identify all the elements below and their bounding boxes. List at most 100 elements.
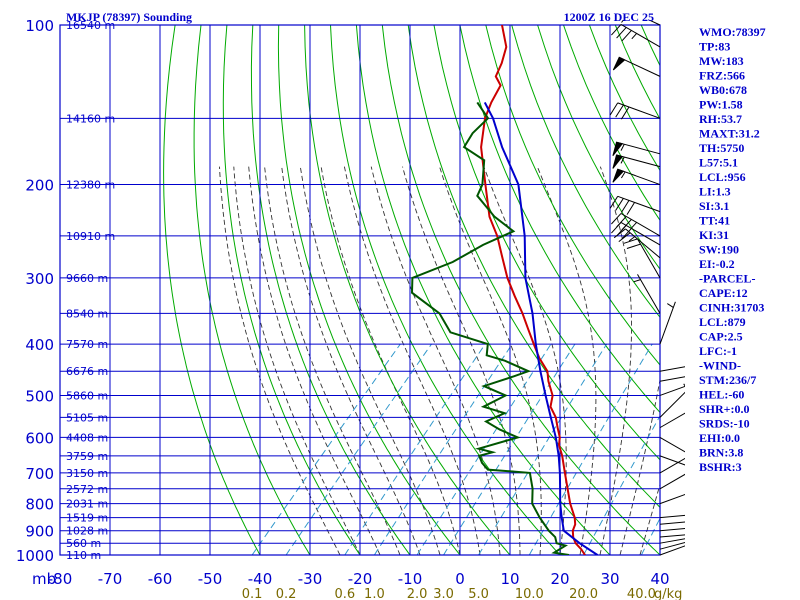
dry-adiabat: [485, 25, 660, 366]
stability-indices-panel: WMO:78397TP:83MW:183FRZ:566WB0:678PW:1.5…: [699, 25, 766, 474]
dry-adiabat: [511, 25, 660, 319]
index-item: CINH:31703: [699, 301, 764, 315]
wind-barb-full: [705, 506, 707, 520]
dry-adiabat: [355, 25, 611, 555]
height-label: 2031 m: [66, 498, 108, 511]
height-label: 14160 m: [66, 112, 115, 125]
wind-barb: [659, 385, 685, 396]
wind-barb-staff: [659, 473, 685, 490]
moist-adiabat: [248, 166, 381, 555]
wind-barb-full: [613, 228, 626, 239]
wind-barb-flag: [612, 141, 624, 157]
moist-adiabats: [219, 166, 660, 555]
temperature-tick-label: -30: [298, 570, 323, 588]
temperature-tick-label: -40: [248, 570, 273, 588]
wind-barb-staff: [617, 195, 661, 213]
index-item: MW:183: [699, 54, 744, 68]
wind-barb-full: [626, 243, 641, 249]
wind-barb: [659, 545, 685, 556]
wind-barb: [659, 457, 685, 474]
wind-barb-staff: [617, 168, 661, 186]
height-label: 5105 m: [66, 411, 108, 424]
dry-adiabat: [797, 25, 800, 566]
moist-adiabat: [402, 166, 521, 555]
wind-barb-full: [623, 238, 638, 244]
wind-barb-staff: [659, 455, 685, 466]
wind-barb-full: [621, 30, 632, 42]
dry-adiabats: [163, 25, 800, 566]
moist-adiabat: [299, 166, 441, 555]
wind-barb-half: [620, 143, 625, 151]
wind-barb-full: [611, 24, 622, 36]
index-item: BSHR:3: [699, 460, 742, 474]
wind-barb-staff: [659, 301, 676, 345]
wind-barb-staff: [618, 56, 661, 77]
index-item: KI:31: [699, 228, 729, 242]
moist-adiabat: [219, 166, 341, 555]
wind-barb: [612, 154, 661, 169]
dry-adiabat: [222, 25, 361, 555]
mixing-ratio-tick-label: 0.2: [276, 587, 297, 600]
temperature-tick-label: 0: [455, 570, 465, 588]
moist-adiabat: [343, 166, 481, 555]
height-label: 8540 m: [66, 307, 108, 320]
index-item: SRDS:-10: [699, 417, 750, 431]
dry-adiabat: [250, 25, 411, 555]
wind-barb-flag: [612, 168, 625, 183]
index-item: LI:1.3: [699, 185, 731, 199]
isobars: [59, 24, 661, 556]
wind-barb-staff: [659, 385, 685, 396]
wind-barb-half: [699, 520, 700, 527]
wind-barb: [659, 455, 685, 466]
wind-barb-half: [683, 383, 685, 387]
wind-barb-full: [705, 513, 707, 527]
index-item: BRN:3.8: [699, 446, 743, 460]
wind-barb: [612, 141, 661, 157]
wind-barb: [616, 20, 661, 26]
pressure-tick-label: 800: [25, 496, 54, 514]
wind-barb-staff: [616, 141, 661, 155]
mixing-ratio-tick-label: 1.0: [364, 587, 385, 600]
dry-adiabat: [304, 25, 511, 555]
wind-barb-full: [615, 198, 624, 211]
temperature-tick-label: -10: [398, 570, 423, 588]
wind-barb-full: [621, 228, 632, 240]
index-item: TH:5750: [699, 141, 744, 155]
temperature-tick-label: -20: [348, 570, 373, 588]
index-item: EI:-0.2: [699, 257, 735, 271]
plot-frame: [59, 24, 661, 556]
index-item: TP:83: [699, 40, 730, 54]
pressure-tick-label: 400: [25, 336, 54, 354]
moist-adiabat: [320, 166, 461, 555]
wind-barb: [611, 23, 661, 48]
index-item: CAP:2.5: [699, 330, 743, 344]
wind-barb-staff: [659, 538, 685, 544]
wind-barb-staff: [659, 534, 685, 538]
wind-barb: [659, 366, 685, 372]
index-item: RH:53.7: [699, 112, 742, 126]
wind-barb-staff: [659, 493, 685, 505]
height-label: 7570 m: [66, 338, 108, 351]
wind-barb: [611, 212, 661, 237]
temperature-tick-label: 20: [550, 570, 569, 588]
wind-barb: [611, 221, 661, 246]
temperature-tick-label: -60: [148, 570, 173, 588]
moist-adiabat: [483, 166, 567, 555]
wind-barb: [633, 274, 661, 314]
wind-barb-half: [696, 483, 697, 490]
wind-barb-staff: [637, 238, 661, 279]
sounding-time: 1200Z 16 DEC 25: [564, 10, 654, 24]
pressure-tick-label: 900: [25, 523, 54, 541]
wind-barb-full: [618, 232, 631, 242]
dry-adiabat: [459, 25, 660, 414]
wind-barb-staff: [617, 102, 661, 119]
wind-barb-staff: [659, 457, 685, 474]
wind-barb: [609, 102, 661, 120]
wind-barb: [609, 195, 661, 215]
index-item: LCL:956: [699, 170, 746, 184]
moist-adiabat: [233, 166, 361, 555]
pressure-tick-label: 200: [25, 177, 54, 195]
mixing-ratio-tick-label: 2.0: [407, 587, 428, 600]
index-item: TT:41: [699, 214, 730, 228]
